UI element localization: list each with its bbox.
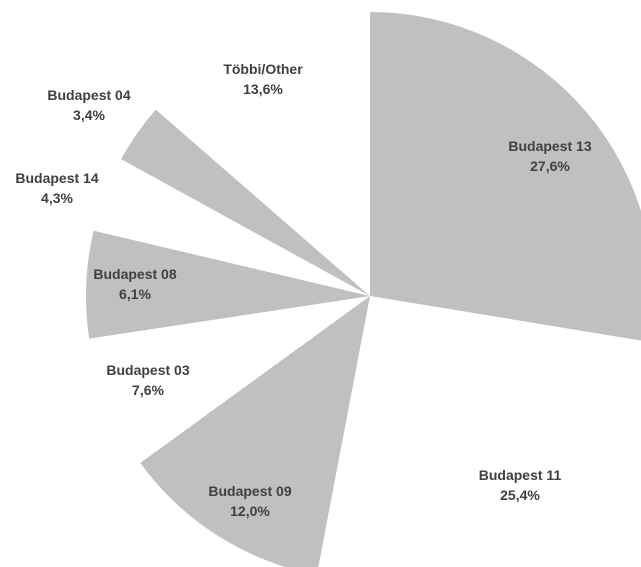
slice-budapest-08: [85, 230, 371, 339]
slice-name-t-bbi-other: Többi/Other: [223, 61, 303, 77]
pie-slices: [85, 12, 641, 567]
slice-name-budapest-14: Budapest 14: [15, 170, 98, 186]
slice-percent-budapest-03: 7,6%: [132, 382, 164, 398]
slice-t-bbi-other: [155, 12, 370, 296]
slice-percent-budapest-11: 25,4%: [500, 487, 540, 503]
slice-name-budapest-13: Budapest 13: [508, 138, 591, 154]
slice-budapest-03: [89, 296, 370, 463]
slice-name-budapest-11: Budapest 11: [479, 467, 562, 483]
slice-percent-budapest-04: 3,4%: [73, 107, 105, 123]
slice-budapest-11: [318, 296, 641, 567]
slice-name-budapest-08: Budapest 08: [93, 266, 176, 282]
slice-percent-budapest-09: 12,0%: [230, 503, 270, 519]
slice-name-budapest-09: Budapest 09: [208, 483, 291, 499]
slice-budapest-09: [140, 296, 370, 567]
pie-labels: Budapest 13 27,6% Budapest 11 25,4% Budapest…: [15, 61, 591, 519]
slice-percent-t-bbi-other: 13,6%: [243, 81, 283, 97]
slice-percent-budapest-08: 6,1%: [119, 286, 151, 302]
slice-percent-budapest-13: 27,6%: [530, 158, 570, 174]
slice-name-budapest-03: Budapest 03: [106, 362, 189, 378]
slice-percent-budapest-14: 4,3%: [41, 190, 73, 206]
slice-budapest-13: [370, 12, 641, 341]
slice-name-budapest-04: Budapest 04: [47, 87, 130, 103]
slice-budapest-04: [121, 109, 370, 296]
slice-budapest-14: [93, 159, 370, 296]
